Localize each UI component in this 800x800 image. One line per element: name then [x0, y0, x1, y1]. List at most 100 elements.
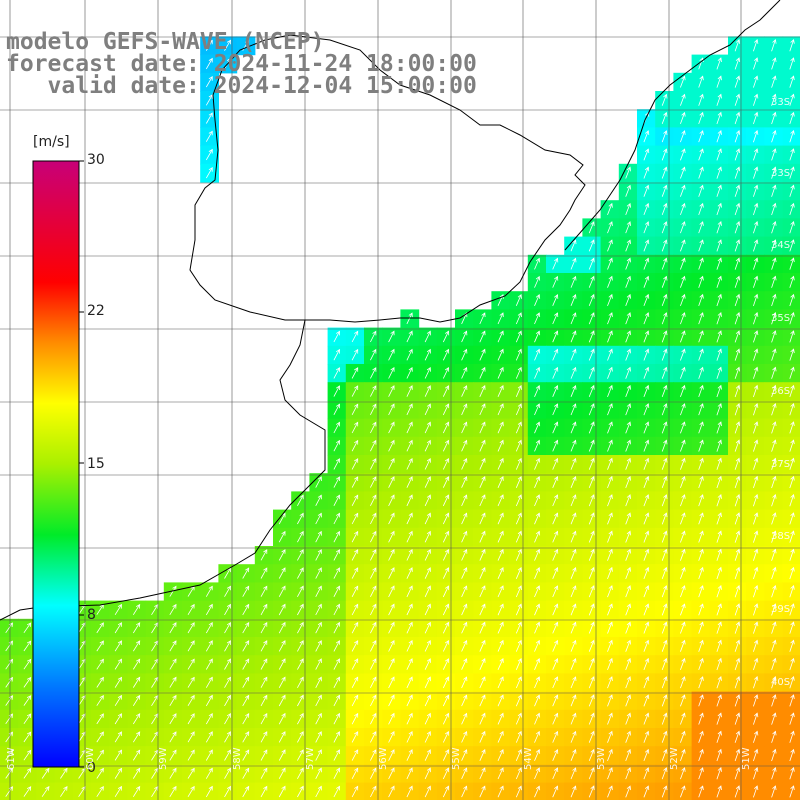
- wind-arrow-head: [426, 567, 431, 572]
- wind-arrow-head: [754, 239, 759, 245]
- wind-arrow-head: [590, 676, 595, 681]
- wind-arrow: [753, 731, 758, 743]
- wind-arrow: [406, 567, 413, 579]
- wind-arrow-head: [26, 767, 32, 773]
- wind-cell: [382, 582, 401, 602]
- wind-arrow-head: [517, 639, 522, 645]
- wind-cell: [327, 637, 347, 656]
- wind-arrow: [442, 658, 449, 670]
- wind-arrow-head: [426, 330, 431, 336]
- wind-cell: [18, 618, 37, 638]
- wind-cell: [364, 618, 383, 638]
- wind-arrow-head: [354, 749, 359, 754]
- wind-arrow: [187, 640, 195, 652]
- wind-arrow-head: [208, 148, 213, 154]
- wind-arrow-head: [644, 293, 650, 299]
- wind-arrow: [132, 786, 141, 798]
- wind-cell: [127, 764, 147, 784]
- wind-arrow: [698, 585, 704, 598]
- wind-arrow: [205, 658, 213, 670]
- wind-arrow: [789, 549, 794, 561]
- wind-arrow-head: [717, 694, 722, 700]
- wind-cell: [418, 509, 438, 529]
- wind-arrow-head: [608, 421, 613, 427]
- wind-cell: [345, 764, 365, 784]
- wind-arrow-head: [390, 348, 395, 354]
- wind-arrow: [680, 494, 685, 507]
- wind-arrow: [388, 367, 395, 379]
- wind-cell: [254, 673, 274, 693]
- wind-arrow-head: [663, 221, 668, 226]
- wind-arrow-head: [444, 585, 450, 591]
- wind-arrow-head: [790, 566, 795, 572]
- wind-arrow: [607, 349, 613, 361]
- wind-cell: [273, 582, 292, 602]
- wind-arrow: [132, 658, 141, 670]
- wind-arrow-head: [444, 567, 450, 572]
- wind-arrow-head: [772, 293, 777, 299]
- wind-cell: [145, 764, 165, 784]
- wind-arrow: [96, 640, 104, 652]
- wind-cell: [309, 728, 329, 747]
- wind-arrow: [552, 567, 558, 579]
- wind-arrow: [370, 531, 377, 543]
- wind-arrow-head: [663, 366, 668, 372]
- wind-cell: [418, 691, 438, 711]
- wind-arrow: [607, 239, 613, 252]
- wind-arrow: [588, 421, 595, 434]
- wind-arrow-head: [535, 603, 541, 609]
- wind-cell: [327, 764, 347, 784]
- wind-arrow-head: [281, 640, 286, 645]
- wind-cell: [182, 746, 201, 765]
- wind-arrow: [224, 713, 231, 725]
- wind-arrow-head: [681, 457, 686, 463]
- wind-arrow-head: [626, 603, 631, 609]
- wind-cell: [291, 600, 310, 620]
- wind-arrow: [771, 622, 776, 634]
- wind-cell: [200, 764, 219, 784]
- wind-arrow: [734, 658, 740, 671]
- wind-arrow-head: [663, 475, 668, 481]
- wind-arrow-head: [390, 439, 395, 445]
- wind-arrow-head: [590, 384, 595, 390]
- lon-label: 56W: [378, 747, 389, 770]
- wind-arrow: [607, 458, 613, 470]
- wind-arrow: [588, 494, 595, 507]
- wind-arrow-head: [681, 621, 686, 627]
- wind-arrow: [661, 767, 667, 780]
- wind-arrow: [661, 112, 667, 125]
- wind-arrow-head: [590, 366, 595, 372]
- wind-arrow-head: [426, 403, 431, 409]
- wind-arrow-head: [517, 457, 522, 463]
- wind-arrow-head: [772, 512, 777, 517]
- wind-arrow-head: [735, 39, 741, 44]
- wind-arrow: [260, 549, 268, 561]
- wind-arrow-head: [572, 403, 577, 408]
- wind-arrow: [351, 476, 359, 488]
- wind-arrow-head: [554, 548, 559, 554]
- wind-arrow-head: [590, 312, 595, 317]
- wind-arrow: [552, 786, 558, 798]
- wind-cell: [418, 327, 438, 347]
- wind-arrow: [278, 640, 286, 652]
- wind-arrow: [698, 276, 704, 288]
- wind-arrow-head: [517, 348, 522, 354]
- wind-arrow: [753, 94, 758, 106]
- wind-cell: [345, 473, 365, 492]
- wind-arrow-head: [681, 384, 686, 390]
- wind-arrow: [789, 294, 794, 307]
- wind-arrow: [698, 349, 704, 361]
- wind-arrow-head: [390, 494, 395, 500]
- wind-arrow: [370, 458, 377, 470]
- wind-arrow-head: [772, 166, 777, 172]
- wind-arrow: [661, 421, 667, 434]
- wind-arrow: [789, 603, 794, 616]
- wind-arrow: [479, 494, 486, 507]
- wind-arrow: [424, 749, 431, 761]
- wind-arrow: [132, 768, 141, 779]
- wind-arrow: [461, 476, 467, 488]
- wind-arrow-head: [699, 221, 704, 226]
- wind-arrow: [588, 676, 595, 689]
- wind-arrow: [333, 713, 340, 725]
- wind-arrow: [734, 713, 740, 725]
